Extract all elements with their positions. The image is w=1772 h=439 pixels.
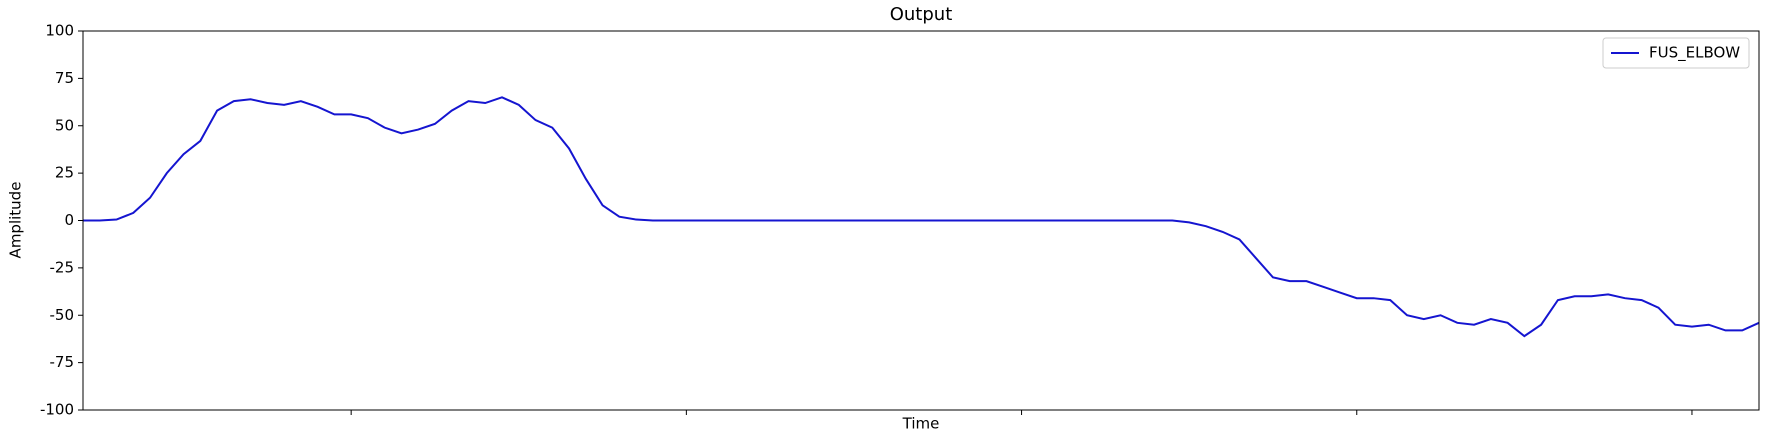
legend: FUS_ELBOW bbox=[1602, 37, 1750, 69]
y-tick-label: 75 bbox=[55, 69, 74, 87]
y-tick-label: -25 bbox=[50, 258, 75, 276]
y-tick-label: -50 bbox=[50, 306, 75, 324]
x-axis-label: Time bbox=[902, 415, 940, 433]
y-tick-label: 100 bbox=[45, 22, 74, 40]
y-tick-label: -100 bbox=[40, 401, 74, 419]
chart-title: Output bbox=[890, 4, 953, 25]
legend-label: FUS_ELBOW bbox=[1649, 44, 1740, 63]
legend-box bbox=[1602, 37, 1750, 69]
y-tick-label: 0 bbox=[64, 211, 74, 229]
y-tick-label: 25 bbox=[55, 164, 74, 182]
y-tick-label: 50 bbox=[55, 116, 74, 134]
y-tick-label: -75 bbox=[50, 353, 75, 371]
y-axis-label: Amplitude bbox=[7, 182, 25, 259]
plot-frame bbox=[82, 30, 1760, 411]
data-line bbox=[83, 96, 1760, 338]
